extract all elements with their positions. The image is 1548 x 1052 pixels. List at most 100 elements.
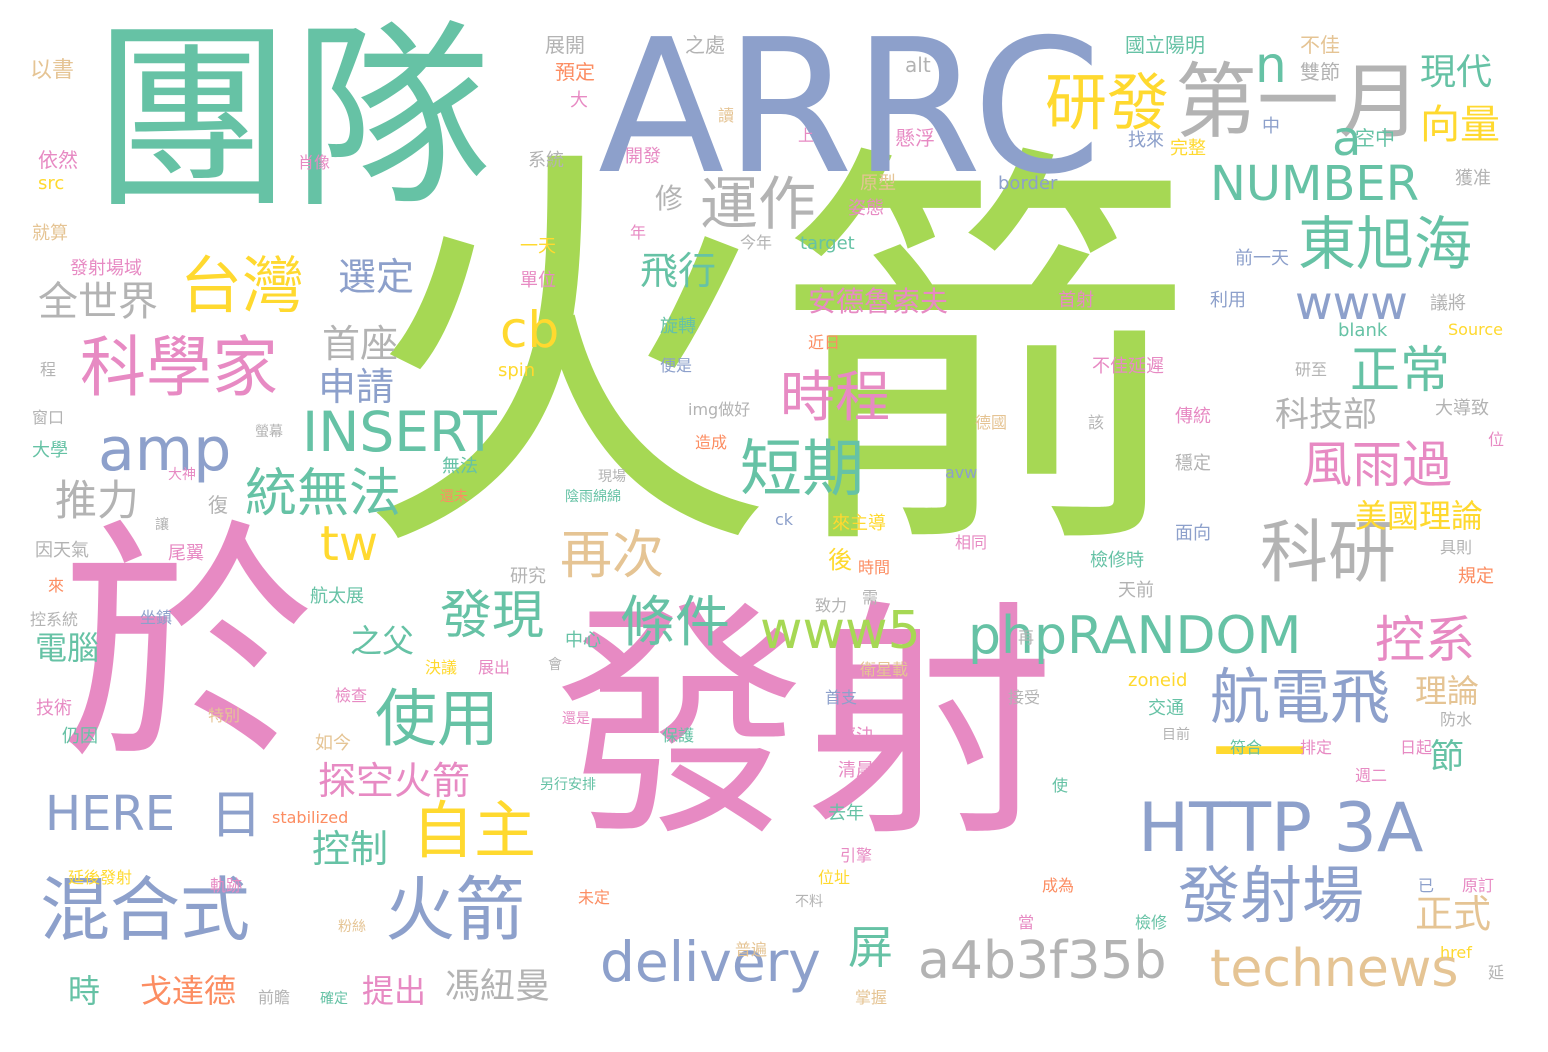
word: 理論 — [1415, 672, 1480, 710]
word: INSERT — [302, 400, 497, 464]
word: 程 — [40, 360, 57, 379]
word: 不料 — [795, 894, 823, 910]
word: 美國理論 — [1355, 497, 1484, 535]
word: 首射 — [1058, 290, 1094, 311]
word: 來 — [48, 576, 65, 595]
word: 粉絲 — [338, 919, 366, 935]
word: 混合式 — [40, 869, 250, 951]
word: blank — [1338, 320, 1388, 341]
word: 控系 — [1375, 611, 1475, 669]
word: 今年 — [740, 233, 773, 252]
word: 控制 — [312, 827, 389, 871]
word: 探空火箭 — [318, 759, 471, 803]
word: HTTP 3A — [1138, 789, 1424, 868]
word: 近日 — [808, 333, 841, 352]
word: src — [38, 173, 65, 194]
word: 台灣 — [180, 249, 305, 322]
word: 依然 — [38, 148, 78, 172]
word: 申請 — [318, 365, 395, 409]
word: 年 — [630, 223, 647, 242]
word: 技術 — [36, 698, 72, 719]
word: 就算 — [32, 223, 68, 244]
word: 復 — [208, 493, 228, 517]
word: alt — [905, 53, 931, 77]
word: 首座 — [322, 322, 399, 366]
word: 風雨過 — [1302, 436, 1452, 494]
word: 符合 — [1230, 738, 1263, 757]
word: zoneid — [1128, 670, 1188, 691]
word: 排定 — [1300, 738, 1333, 757]
word: 防水 — [1440, 710, 1473, 729]
word: 規定 — [1458, 566, 1494, 587]
word: 延後發射 — [68, 868, 133, 887]
word: 螢幕 — [255, 424, 283, 440]
word: 日起 — [1400, 738, 1433, 757]
word: 統無法 — [245, 464, 402, 524]
word: 保護 — [662, 726, 695, 745]
word: 火箭 — [355, 115, 1195, 604]
word: 科學家 — [80, 329, 278, 406]
word: 仍因 — [62, 726, 98, 747]
word: 飛行 — [640, 249, 717, 293]
word: 決議 — [425, 658, 458, 677]
word: avw — [945, 463, 978, 482]
word: 來主導 — [832, 513, 886, 534]
word: NUMBER — [1210, 156, 1420, 212]
word: 中心 — [565, 630, 601, 651]
word: a — [1332, 111, 1362, 167]
word: ARRC — [598, 0, 1102, 215]
word: 另行安排 — [540, 777, 596, 793]
word: 讓 — [155, 517, 169, 533]
word: 肖像 — [298, 153, 331, 172]
word: 向量 — [1420, 102, 1500, 148]
word: 再 — [1018, 628, 1035, 647]
word: 於 — [60, 499, 316, 796]
word: 戈達德 — [140, 972, 237, 1010]
word: href — [1440, 943, 1472, 962]
word: 科技部 — [1275, 395, 1377, 435]
word: 正常 — [1350, 341, 1450, 399]
word: 發射 — [555, 579, 1055, 870]
word: 特別 — [208, 706, 241, 725]
word: 前一天 — [1235, 248, 1289, 269]
word: 研究 — [510, 566, 546, 587]
word: 時 — [68, 972, 101, 1010]
word: 目前 — [1162, 727, 1190, 743]
word: 節 — [1430, 737, 1464, 777]
word: 造成 — [695, 433, 728, 452]
word: n — [1255, 36, 1287, 94]
word: 原型 — [860, 173, 896, 194]
word: 團隊 — [92, 3, 493, 236]
word: 時間 — [858, 558, 891, 577]
word: 未定 — [578, 888, 611, 907]
word: amp — [98, 415, 232, 485]
word: Source — [1448, 320, 1503, 339]
word: border — [998, 173, 1058, 194]
word: 交通 — [1148, 698, 1184, 719]
word: 首支 — [825, 688, 858, 707]
word: 檢修 — [1135, 913, 1168, 932]
word: 經決 — [838, 726, 874, 747]
word: 衛星載 — [860, 660, 909, 679]
word: 完整 — [1170, 138, 1206, 159]
word: 便是 — [660, 356, 693, 375]
word: 屏 — [848, 921, 894, 974]
word: 面向 — [1175, 523, 1211, 544]
word: 穩定 — [1175, 453, 1211, 474]
word: 條件 — [620, 590, 731, 654]
word: 獲准 — [1455, 168, 1491, 189]
word: cb — [500, 301, 560, 359]
word: 雙節 — [1300, 60, 1340, 84]
word: tw — [320, 516, 379, 572]
word: 檢查 — [335, 686, 368, 705]
word: 馮紐曼 — [445, 967, 551, 1007]
word: 引擎 — [840, 846, 873, 865]
word: 推力 — [55, 476, 140, 525]
word: 讀 — [718, 106, 735, 125]
word: 東旭海 — [1298, 210, 1473, 278]
word: 火箭 — [385, 869, 525, 951]
word: 研至 — [1295, 360, 1328, 379]
word: 展出 — [478, 658, 511, 677]
word: 使用 — [375, 682, 500, 755]
word: 檢修時 — [1090, 550, 1144, 571]
